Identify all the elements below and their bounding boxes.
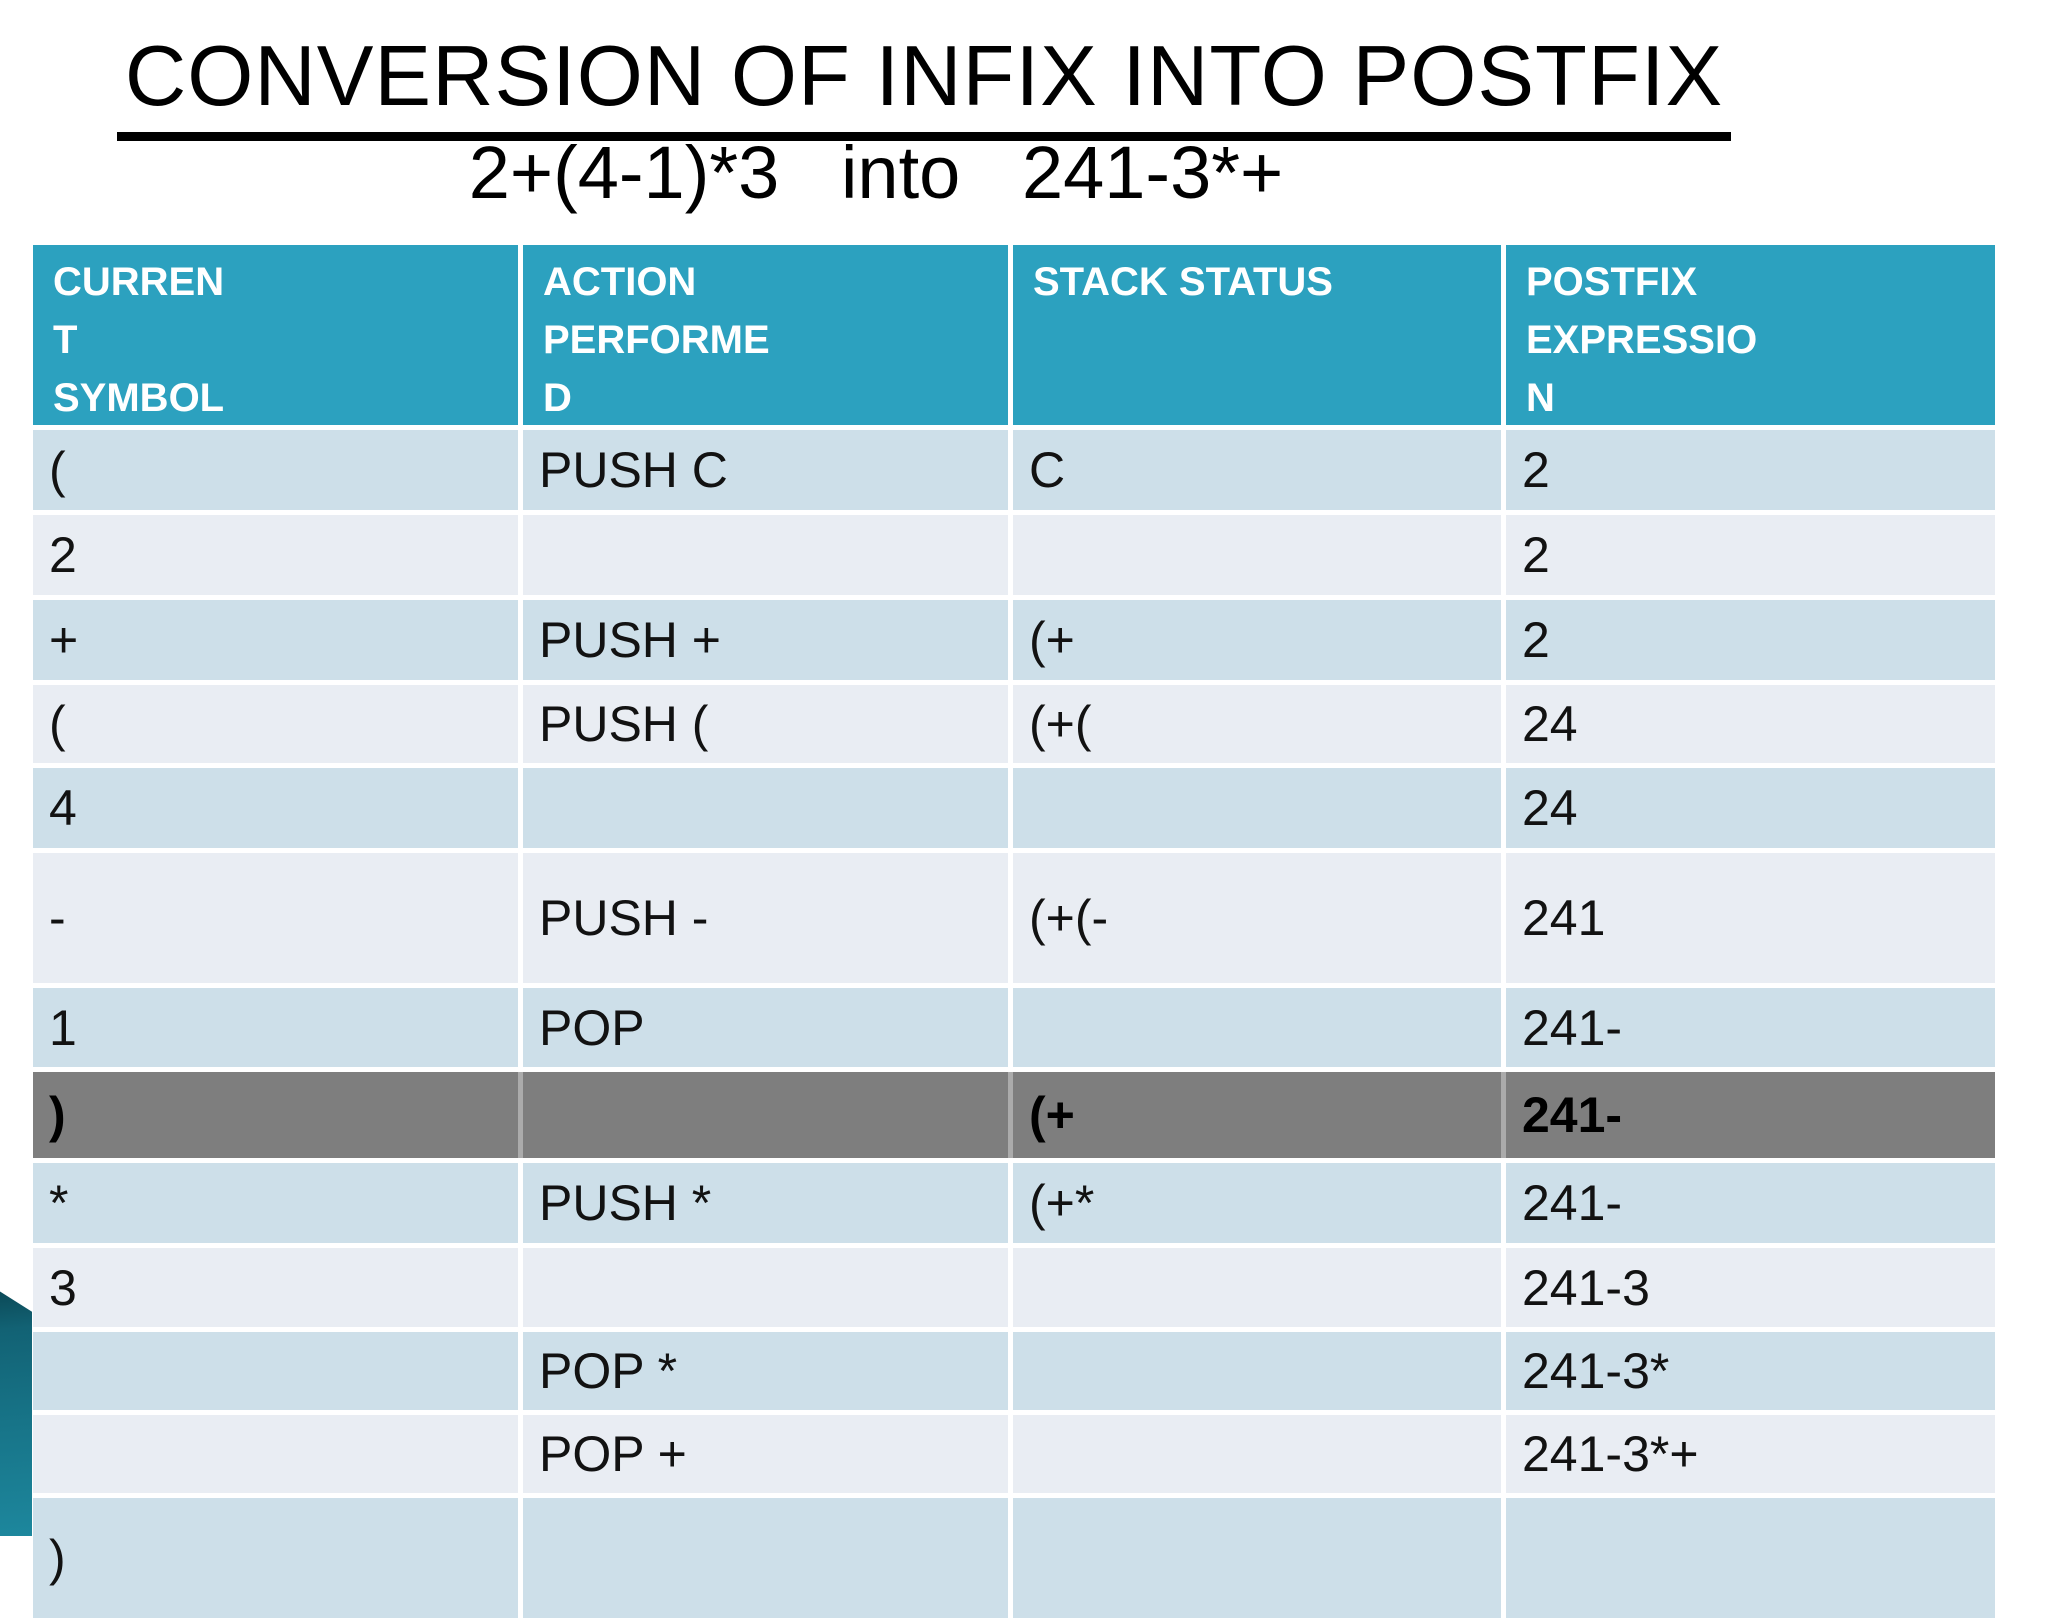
cell-stack-status [1013,1498,1501,1618]
cell-action-performed [523,1248,1008,1327]
table-row: ( PUSH C C 2 [33,430,1995,510]
cell-current-symbol: 1 [33,988,518,1067]
table-row: ( PUSH ( (+( 24 [33,685,1995,763]
table-row: 3 241-3 [33,1248,1995,1327]
cell-action-performed: PUSH * [523,1163,1008,1243]
header-postfix-expression: POSTFIX EXPRESSIO N [1506,245,1995,425]
cell-current-symbol: 4 [33,768,518,848]
table-row: POP + 241-3*+ [33,1415,1995,1493]
cell-current-symbol: ( [33,685,518,763]
cell-postfix-expression [1506,1498,1995,1618]
table-row: POP * 241-3* [33,1332,1995,1410]
cell-action-performed [523,515,1008,595]
table-row: - PUSH - (+(- 241 [33,853,1995,983]
subtitle-block: 2+(4-1)*3 into 241-3*+ [0,132,2048,213]
table-row-highlighted: ) (+ 241- [33,1072,1995,1158]
cell-postfix-expression: 241-3*+ [1506,1415,1995,1493]
table-row: 2 2 [33,515,1995,595]
table-row: ) [33,1498,1995,1618]
conversion-table: CURREN T SYMBOL ACTION PERFORME D STACK … [33,245,1995,1623]
header-stack-status: STACK STATUS [1013,245,1501,425]
table-row: + PUSH + (+ 2 [33,600,1995,680]
cell-current-symbol [33,1415,518,1493]
header-current-symbol: CURREN T SYMBOL [33,245,518,425]
cell-action-performed [523,1072,1008,1158]
cell-postfix-expression: 241 [1506,853,1995,983]
cell-action-performed: PUSH - [523,853,1008,983]
cell-current-symbol: 3 [33,1248,518,1327]
corner-ribbon-decoration [0,1291,32,1536]
cell-current-symbol: ) [33,1072,518,1158]
cell-current-symbol: * [33,1163,518,1243]
slide-title: CONVERSION OF INFIX INTO POSTFIX [116,30,1732,141]
infix-postfix-example: 2+(4-1)*3 into 241-3*+ [468,131,1284,214]
cell-current-symbol: - [33,853,518,983]
cell-stack-status [1013,1415,1501,1493]
table-row: 1 POP 241- [33,988,1995,1067]
header-action-performed: ACTION PERFORME D [523,245,1008,425]
cell-current-symbol: + [33,600,518,680]
cell-action-performed: PUSH C [523,430,1008,510]
cell-stack-status: (+( [1013,685,1501,763]
cell-stack-status: (+(- [1013,853,1501,983]
cell-postfix-expression: 2 [1506,430,1995,510]
table-body: ( PUSH C C 2 2 2 + PUSH + (+ 2 ( PUSH ( … [33,430,1995,1618]
cell-action-performed: POP + [523,1415,1008,1493]
title-block: CONVERSION OF INFIX INTO POSTFIX [0,30,2048,141]
table-row: 4 24 [33,768,1995,848]
cell-stack-status: (+ [1013,1072,1501,1158]
cell-action-performed [523,768,1008,848]
cell-stack-status [1013,768,1501,848]
cell-stack-status: (+* [1013,1163,1501,1243]
cell-postfix-expression: 241- [1506,988,1995,1067]
cell-current-symbol [33,1332,518,1410]
cell-postfix-expression: 241-3* [1506,1332,1995,1410]
cell-postfix-expression: 241- [1506,1163,1995,1243]
cell-action-performed [523,1498,1008,1618]
cell-postfix-expression: 241-3 [1506,1248,1995,1327]
cell-postfix-expression: 24 [1506,685,1995,763]
cell-stack-status [1013,988,1501,1067]
cell-postfix-expression: 2 [1506,515,1995,595]
cell-postfix-expression: 24 [1506,768,1995,848]
table-header-row: CURREN T SYMBOL ACTION PERFORME D STACK … [33,245,1995,425]
cell-action-performed: POP [523,988,1008,1067]
cell-action-performed: PUSH ( [523,685,1008,763]
cell-postfix-expression: 2 [1506,600,1995,680]
cell-current-symbol: ( [33,430,518,510]
cell-current-symbol: ) [33,1498,518,1618]
cell-stack-status: C [1013,430,1501,510]
cell-action-performed: PUSH + [523,600,1008,680]
cell-stack-status [1013,1248,1501,1327]
cell-stack-status [1013,1332,1501,1410]
table-row: * PUSH * (+* 241- [33,1163,1995,1243]
cell-stack-status [1013,515,1501,595]
cell-current-symbol: 2 [33,515,518,595]
cell-postfix-expression: 241- [1506,1072,1995,1158]
cell-action-performed: POP * [523,1332,1008,1410]
cell-stack-status: (+ [1013,600,1501,680]
